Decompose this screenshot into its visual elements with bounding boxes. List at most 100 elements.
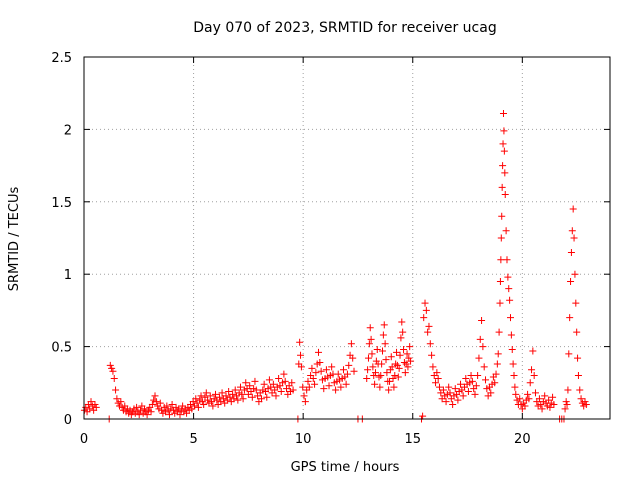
data-point [301, 398, 309, 406]
data-point [382, 356, 390, 364]
data-point [404, 363, 412, 371]
data-point [239, 395, 247, 403]
data-point [474, 372, 482, 380]
data-point [373, 345, 381, 353]
data-point [467, 372, 475, 380]
data-point [379, 331, 387, 339]
data-point [363, 374, 371, 382]
data-point [511, 383, 519, 391]
data-point [391, 372, 399, 380]
data-point [476, 335, 484, 343]
data-point [311, 380, 319, 388]
data-point [393, 348, 401, 356]
data-point [433, 369, 441, 377]
data-point [334, 370, 342, 378]
data-point [435, 383, 443, 391]
data-point [194, 403, 202, 411]
data-point [277, 387, 285, 395]
data-point [546, 403, 554, 411]
data-point [113, 395, 121, 403]
data-point [422, 306, 430, 314]
data-point [425, 322, 433, 330]
data-point [322, 366, 330, 374]
data-point [252, 386, 260, 394]
axis-ticks: 0 5 10 15 20 0 0.5 1 1.5 2 2.5 [51, 51, 610, 447]
x-tick-label: 10 [295, 432, 312, 447]
data-point [379, 347, 387, 355]
data-point [368, 350, 376, 358]
data-point [498, 212, 506, 220]
data-point [407, 357, 415, 365]
y-tick-label: 1.5 [51, 196, 72, 211]
data-point [200, 401, 208, 409]
data-point [530, 372, 538, 380]
data-point [299, 383, 307, 391]
data-point [383, 369, 391, 377]
data-point [377, 372, 385, 380]
data-point [349, 354, 357, 362]
data-point [106, 361, 114, 369]
x-tick-label: 0 [80, 432, 88, 447]
data-point [265, 376, 273, 384]
data-point [350, 367, 358, 375]
data-point [401, 369, 409, 377]
data-point [487, 389, 495, 397]
data-point [426, 340, 434, 348]
data-point [454, 396, 462, 404]
data-point [472, 382, 480, 390]
data-point [406, 343, 414, 351]
data-point [471, 390, 479, 398]
data-point [449, 401, 457, 409]
data-point [347, 340, 355, 348]
data-point [339, 366, 347, 374]
data-point [464, 387, 472, 395]
data-point [393, 361, 401, 369]
data-point [91, 401, 99, 409]
data-point [133, 403, 141, 411]
data-point [429, 363, 437, 371]
data-point [405, 354, 413, 362]
data-point [204, 396, 212, 404]
data-point [568, 227, 576, 235]
data-point [236, 383, 244, 391]
data-point [550, 401, 558, 409]
data-point [143, 411, 151, 419]
data-point [498, 183, 506, 191]
data-point [386, 377, 394, 385]
data-point [328, 363, 336, 371]
data-point [378, 360, 386, 368]
data-point [506, 296, 514, 304]
data-point [502, 227, 510, 235]
data-point [394, 373, 402, 381]
data-point [446, 389, 454, 397]
data-point [571, 270, 579, 278]
data-point [491, 379, 499, 387]
data-point [529, 347, 537, 355]
data-point [92, 403, 100, 411]
data-point [246, 382, 254, 390]
data-point [117, 398, 125, 406]
data-point [87, 398, 95, 406]
data-point [376, 383, 384, 391]
data-point [582, 401, 590, 409]
data-point [325, 382, 333, 390]
data-point [535, 395, 543, 403]
data-point [528, 366, 536, 374]
data-point [457, 380, 465, 388]
data-point [222, 392, 230, 400]
data-point [577, 395, 585, 403]
data-point [272, 392, 280, 400]
data-point [275, 374, 283, 382]
data-point [497, 256, 505, 264]
data-point [501, 169, 509, 177]
data-point [496, 277, 504, 285]
data-point [147, 408, 155, 416]
data-point [581, 398, 589, 406]
x-axis-label: GPS time / hours [291, 460, 400, 475]
data-point [165, 411, 173, 419]
data-point [573, 328, 581, 336]
data-point [531, 389, 539, 397]
data-point [372, 357, 380, 365]
data-point [163, 402, 171, 410]
data-point [400, 359, 408, 367]
